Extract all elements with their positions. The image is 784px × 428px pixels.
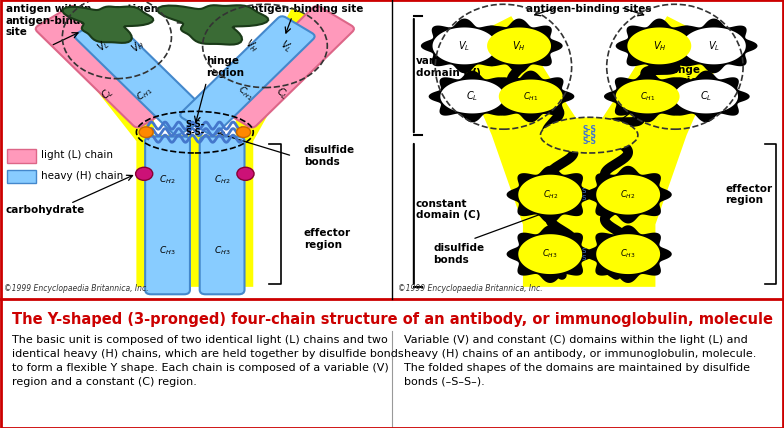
- Circle shape: [237, 127, 251, 137]
- Text: The basic unit is composed of two identical light (L) chains and two
identical h: The basic unit is composed of two identi…: [12, 335, 404, 387]
- Polygon shape: [596, 175, 660, 214]
- Polygon shape: [487, 27, 551, 64]
- Text: S: S: [581, 247, 586, 253]
- Text: The Y-shaped (3-pronged) four-chain structure of an antibody, or immunoglobulin,: The Y-shaped (3-pronged) four-chain stru…: [12, 312, 772, 327]
- FancyBboxPatch shape: [36, 6, 175, 128]
- FancyBboxPatch shape: [75, 16, 209, 135]
- Text: variable
domain (V): variable domain (V): [416, 56, 481, 77]
- Polygon shape: [506, 225, 593, 283]
- Text: $V_L$: $V_L$: [94, 37, 112, 55]
- Text: antigen-binding site: antigen-binding site: [245, 4, 364, 14]
- Polygon shape: [475, 18, 563, 73]
- Text: S-S: S-S: [583, 125, 596, 134]
- Polygon shape: [596, 234, 660, 274]
- Text: S-S-: S-S-: [185, 120, 205, 129]
- Polygon shape: [453, 16, 725, 287]
- Text: $C_{H1}$: $C_{H1}$: [235, 83, 256, 104]
- Text: $C_{H3}$: $C_{H3}$: [543, 248, 558, 260]
- FancyBboxPatch shape: [180, 16, 314, 135]
- Polygon shape: [627, 27, 691, 64]
- Polygon shape: [158, 5, 268, 45]
- Text: antigen within
antigen-binding
site: antigen within antigen-binding site: [5, 4, 100, 38]
- Polygon shape: [487, 71, 575, 122]
- Polygon shape: [421, 18, 508, 73]
- Text: $V_L$: $V_L$: [708, 39, 720, 53]
- Text: S: S: [581, 188, 586, 194]
- Text: effector
region: effector region: [304, 229, 351, 250]
- Text: $V_H$: $V_H$: [512, 39, 526, 53]
- Text: hinge
region: hinge region: [206, 56, 245, 77]
- Polygon shape: [506, 166, 593, 223]
- Polygon shape: [429, 71, 516, 122]
- Text: $C_{H2}$: $C_{H2}$: [159, 173, 176, 186]
- Text: S: S: [581, 255, 586, 261]
- Text: heavy (H) chain: heavy (H) chain: [41, 171, 123, 181]
- Text: light (L) chain: light (L) chain: [41, 150, 113, 160]
- Text: $V_H$: $V_H$: [241, 36, 261, 56]
- Polygon shape: [682, 27, 746, 64]
- Circle shape: [139, 127, 153, 137]
- Text: $C_L$: $C_L$: [274, 84, 292, 103]
- Text: carbohydrate: carbohydrate: [5, 205, 85, 214]
- Ellipse shape: [540, 117, 638, 153]
- Text: $C_L$: $C_L$: [466, 89, 478, 104]
- Polygon shape: [604, 71, 691, 122]
- Polygon shape: [433, 27, 496, 64]
- Polygon shape: [441, 80, 504, 113]
- Polygon shape: [518, 175, 583, 214]
- Polygon shape: [43, 7, 320, 287]
- Circle shape: [136, 167, 153, 180]
- Text: S-S: S-S: [583, 131, 596, 140]
- Polygon shape: [518, 234, 583, 274]
- Text: $V_L$: $V_L$: [459, 39, 470, 53]
- FancyBboxPatch shape: [215, 6, 354, 128]
- Text: $C_{H3}$: $C_{H3}$: [620, 248, 636, 260]
- Text: $V_L$: $V_L$: [278, 37, 296, 55]
- Polygon shape: [585, 166, 672, 223]
- FancyBboxPatch shape: [7, 149, 36, 163]
- Text: ©1999 Encyclopaedia Britannica, Inc.: ©1999 Encyclopaedia Britannica, Inc.: [398, 284, 543, 293]
- Text: hinge
region: hinge region: [667, 65, 705, 86]
- Text: antigen-binding sites: antigen-binding sites: [526, 4, 652, 14]
- Polygon shape: [615, 80, 680, 113]
- Polygon shape: [674, 80, 738, 113]
- Text: $V_H$: $V_H$: [129, 36, 148, 56]
- Text: $C_{H1}$: $C_{H1}$: [134, 83, 154, 104]
- Polygon shape: [615, 18, 703, 73]
- Text: S-S-: S-S-: [185, 128, 205, 137]
- Circle shape: [237, 167, 254, 180]
- Polygon shape: [585, 225, 672, 283]
- Text: $C_{H3}$: $C_{H3}$: [159, 245, 176, 257]
- Text: disulfide
bonds: disulfide bonds: [304, 145, 355, 167]
- FancyBboxPatch shape: [145, 137, 190, 294]
- Text: $C_{H1}$: $C_{H1}$: [640, 90, 655, 103]
- Text: $C_{H2}$: $C_{H2}$: [543, 188, 558, 201]
- FancyBboxPatch shape: [7, 170, 36, 183]
- Text: S-S: S-S: [583, 137, 596, 146]
- FancyBboxPatch shape: [200, 137, 245, 294]
- Text: Variable (V) and constant (C) domains within the light (L) and
heavy (H) chains : Variable (V) and constant (C) domains wi…: [404, 335, 756, 387]
- Polygon shape: [662, 71, 750, 122]
- Polygon shape: [670, 18, 757, 73]
- Text: disulfide
bonds: disulfide bonds: [434, 244, 485, 265]
- Text: S: S: [581, 195, 586, 201]
- Text: effector
region: effector region: [725, 184, 773, 205]
- Text: $V_H$: $V_H$: [652, 39, 666, 53]
- Text: $C_{H1}$: $C_{H1}$: [523, 90, 539, 103]
- Text: $C_L$: $C_L$: [700, 89, 712, 104]
- Text: ©1999 Encyclopaedia Britannica, Inc.: ©1999 Encyclopaedia Britannica, Inc.: [4, 284, 148, 293]
- Polygon shape: [499, 80, 563, 113]
- Text: constant
domain (C): constant domain (C): [416, 199, 481, 220]
- Text: $C_L$: $C_L$: [98, 84, 116, 103]
- Text: $C_{H3}$: $C_{H3}$: [214, 245, 230, 257]
- Polygon shape: [63, 6, 153, 43]
- Text: $C_{H2}$: $C_{H2}$: [620, 188, 636, 201]
- Text: antigen: antigen: [114, 4, 159, 14]
- Text: $C_{H2}$: $C_{H2}$: [214, 173, 230, 186]
